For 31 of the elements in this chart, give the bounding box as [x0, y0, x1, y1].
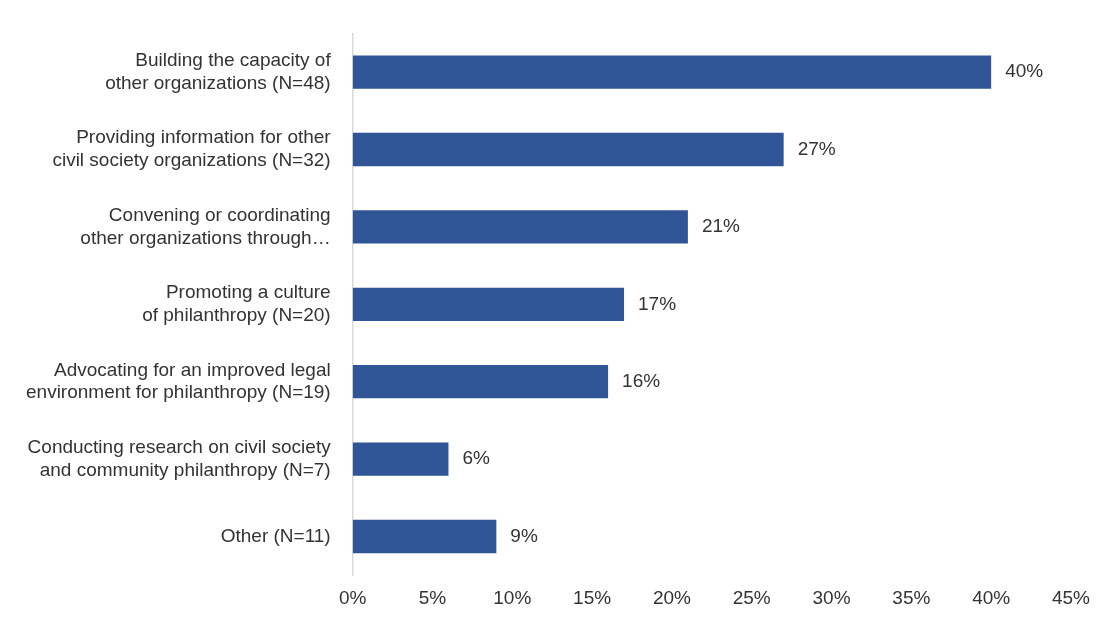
x-tick-label: 0% — [338, 586, 367, 608]
x-tick-label: 40% — [972, 586, 1011, 608]
bar — [352, 442, 449, 476]
data-label: 9% — [510, 524, 538, 546]
y-tick-label: Providing information for other civil society organizations (N=32) — [52, 126, 332, 171]
data-label: 17% — [638, 292, 677, 314]
x-tick-label: 5% — [418, 586, 447, 608]
data-label: 16% — [622, 369, 661, 391]
x-tick-label: 30% — [812, 586, 851, 608]
x-tick-label: 25% — [732, 586, 771, 608]
bar — [352, 519, 497, 554]
bar — [352, 365, 609, 399]
x-tick-label: 45% — [1051, 586, 1091, 608]
y-tick-label: Advocating for an improved legal environment for philanthropy (N=19) — [26, 358, 331, 403]
bar — [352, 132, 784, 167]
y-tick-label: Building the capacity of other organizations (N=48) — [105, 48, 332, 93]
y-tick-label: Conducting research on civil society and community philanthropy (N=7) — [27, 435, 332, 480]
bar — [352, 55, 992, 89]
x-tick-label: 10% — [493, 586, 532, 608]
y-tick-label: Other (N=11) — [220, 524, 331, 546]
data-label: 6% — [462, 447, 491, 469]
data-label: 27% — [797, 137, 836, 159]
x-tick-label: 20% — [652, 586, 692, 608]
bar — [352, 210, 688, 244]
data-label: 40% — [1005, 60, 1044, 82]
data-label: 21% — [701, 215, 741, 237]
x-tick-label: 35% — [892, 586, 931, 608]
bar — [352, 287, 625, 321]
y-tick-label: Promoting a culture of philanthropy (N=20) — [142, 281, 331, 325]
x-tick-label: 15% — [573, 586, 612, 608]
y-tick-label: Convening or coordinating other organizations through… — [80, 203, 331, 248]
